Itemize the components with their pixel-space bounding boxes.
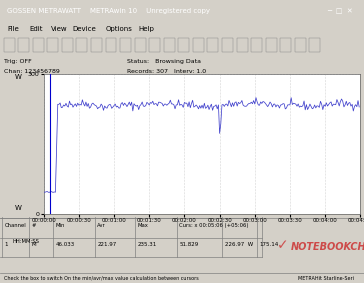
FancyBboxPatch shape <box>193 38 204 52</box>
Text: Help: Help <box>138 26 154 32</box>
FancyBboxPatch shape <box>266 38 277 52</box>
FancyBboxPatch shape <box>135 38 146 52</box>
Text: GOSSEN METRAWATT    METRAwin 10    Unregistered copy: GOSSEN METRAWATT METRAwin 10 Unregistere… <box>7 8 210 14</box>
Text: M: M <box>32 242 36 247</box>
Text: ─  □  ✕: ─ □ ✕ <box>327 8 353 14</box>
FancyBboxPatch shape <box>120 38 131 52</box>
Text: 235.31: 235.31 <box>137 242 157 247</box>
Text: W: W <box>15 205 22 211</box>
Text: 226.97  W: 226.97 W <box>225 242 253 247</box>
FancyBboxPatch shape <box>237 38 248 52</box>
Text: #: # <box>32 223 36 228</box>
FancyBboxPatch shape <box>164 38 175 52</box>
FancyBboxPatch shape <box>76 38 87 52</box>
Text: 175.14: 175.14 <box>259 242 278 247</box>
Text: ✓: ✓ <box>277 238 288 252</box>
FancyBboxPatch shape <box>149 38 160 52</box>
FancyBboxPatch shape <box>309 38 320 52</box>
Text: Edit: Edit <box>29 26 43 32</box>
Text: Device: Device <box>73 26 96 32</box>
Text: Channel: Channel <box>4 223 26 228</box>
Text: View: View <box>51 26 68 32</box>
Text: HH:MM:SS: HH:MM:SS <box>12 239 39 244</box>
FancyBboxPatch shape <box>178 38 189 52</box>
Text: METRAHit Starline-Seri: METRAHit Starline-Seri <box>298 276 355 280</box>
FancyBboxPatch shape <box>47 38 58 52</box>
FancyBboxPatch shape <box>280 38 291 52</box>
Text: Status:   Browsing Data: Status: Browsing Data <box>127 59 201 64</box>
Text: File: File <box>7 26 19 32</box>
FancyBboxPatch shape <box>251 38 262 52</box>
FancyBboxPatch shape <box>18 38 29 52</box>
Text: Chan: 123456789: Chan: 123456789 <box>4 69 60 74</box>
Text: 51.829: 51.829 <box>179 242 198 247</box>
Text: 1: 1 <box>4 242 8 247</box>
Text: Min: Min <box>55 223 65 228</box>
FancyBboxPatch shape <box>207 38 218 52</box>
Text: Check the box to switch On the min/avr/max value calculation between cursors: Check the box to switch On the min/avr/m… <box>4 276 198 280</box>
Text: NOTEBOOKCHECK: NOTEBOOKCHECK <box>291 242 364 252</box>
FancyBboxPatch shape <box>4 38 15 52</box>
Text: 221.97: 221.97 <box>97 242 116 247</box>
Text: Records: 307   Interv: 1.0: Records: 307 Interv: 1.0 <box>127 69 206 74</box>
FancyBboxPatch shape <box>295 38 306 52</box>
FancyBboxPatch shape <box>62 38 73 52</box>
Text: Max: Max <box>137 223 148 228</box>
Text: Avr: Avr <box>97 223 106 228</box>
FancyBboxPatch shape <box>106 38 116 52</box>
Text: Curs: x 00:05:06 (+05:06): Curs: x 00:05:06 (+05:06) <box>179 223 249 228</box>
FancyBboxPatch shape <box>91 38 102 52</box>
FancyBboxPatch shape <box>222 38 233 52</box>
Text: Options: Options <box>106 26 132 32</box>
Text: Trig: OFF: Trig: OFF <box>4 59 31 64</box>
Text: W: W <box>15 74 22 80</box>
Text: 46.033: 46.033 <box>55 242 75 247</box>
FancyBboxPatch shape <box>33 38 44 52</box>
